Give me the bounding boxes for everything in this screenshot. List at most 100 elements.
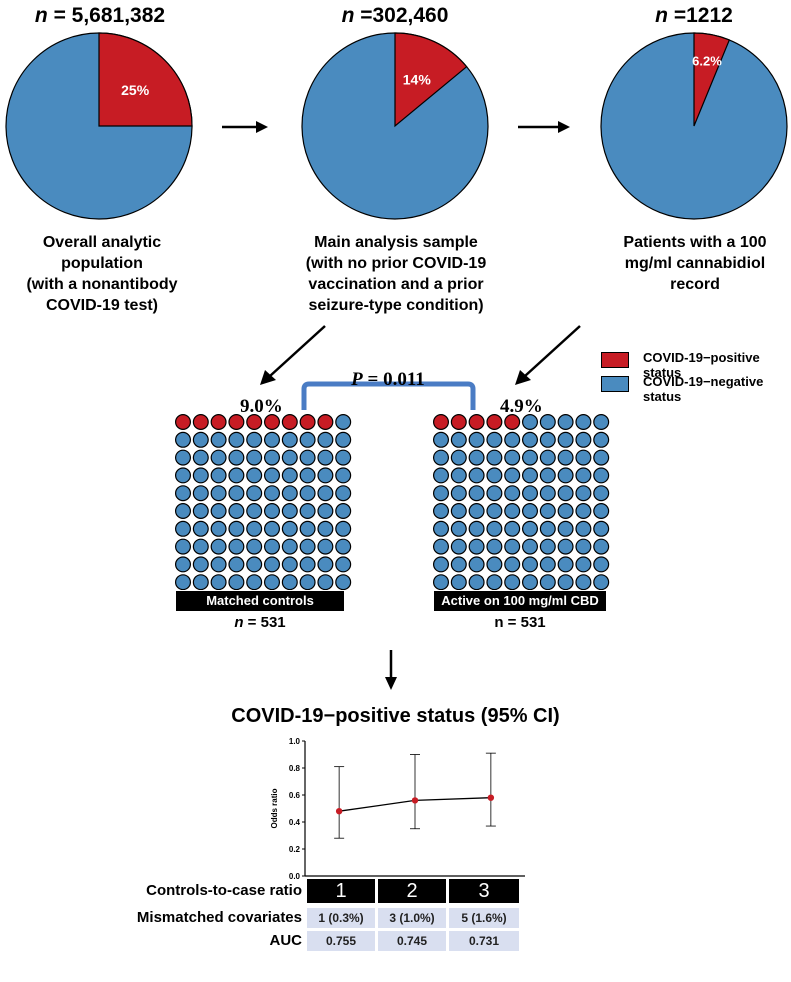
dot-negative (521, 485, 538, 502)
ratio-row-label: Controls-to-case ratio (146, 882, 302, 899)
dot-negative (521, 520, 538, 537)
pie-pct-label: 14% (403, 72, 432, 88)
dot-negative (317, 556, 334, 573)
dot-negative (557, 538, 574, 555)
dot-positive (175, 413, 192, 431)
dot-negative (175, 449, 192, 466)
dot-negative (575, 574, 592, 590)
dot-negative (539, 449, 556, 466)
pie-1-n-title: n = 5,681,382 (34, 4, 166, 27)
dot-negative (299, 467, 316, 484)
legend-swatch-negative (601, 376, 629, 392)
dot-negative (468, 449, 485, 466)
dot-negative (575, 556, 592, 573)
pie-3: 6.2% (600, 32, 788, 220)
dot-negative (246, 520, 263, 537)
dot-negative (317, 485, 334, 502)
dot-negative (281, 485, 298, 502)
dot-negative (468, 538, 485, 555)
pie-pct-label: 25% (121, 82, 150, 98)
dot-negative (264, 538, 281, 555)
arrow-right-1 (222, 121, 268, 133)
dot-negative (317, 467, 334, 484)
dot-negative (210, 574, 227, 590)
dot-negative (504, 431, 521, 448)
dot-negative (557, 413, 574, 431)
dot-negative (192, 574, 209, 590)
group-1-pct: 9.0% (240, 396, 283, 417)
dot-negative (575, 538, 592, 555)
dot-negative (450, 467, 467, 484)
dot-negative (335, 556, 352, 573)
dot-negative (192, 467, 209, 484)
dot-negative (299, 556, 316, 573)
dot-negative (175, 467, 192, 484)
dot-negative (504, 485, 521, 502)
dot-negative (317, 502, 334, 519)
dot-negative (281, 467, 298, 484)
dot-negative (486, 520, 503, 537)
dot-negative (450, 431, 467, 448)
dot-negative (468, 502, 485, 519)
dot-negative (593, 538, 610, 555)
pie-slice-positive (394, 32, 468, 128)
dot-positive (299, 413, 316, 431)
dot-negative (281, 556, 298, 573)
ratio-cell-2: 2 (378, 879, 446, 903)
dot-negative (521, 502, 538, 519)
dot-negative (539, 431, 556, 448)
dot-negative (210, 431, 227, 448)
dot-negative (175, 574, 191, 590)
dot-negative (192, 502, 209, 519)
dot-positive (281, 413, 298, 431)
dot-negative (521, 413, 538, 431)
y-axis-label: Odds ratio (270, 788, 279, 828)
dot-negative (522, 574, 538, 590)
auc-cell-2: 0.745 (378, 931, 446, 951)
dot-negative (246, 502, 263, 519)
dot-negative (335, 431, 352, 448)
group-2-pct: 4.9% (500, 396, 543, 417)
ratio-cell-1: 1 (307, 879, 375, 903)
dot-negative (228, 431, 245, 448)
dot-positive (246, 413, 263, 431)
dot-negative (539, 574, 556, 590)
auc-row-label: AUC (269, 932, 303, 949)
dot-negative (557, 574, 574, 590)
dot-negative (539, 556, 556, 573)
dot-negative (299, 502, 316, 519)
dot-negative (486, 485, 503, 502)
dot-negative (575, 449, 592, 466)
dot-negative (575, 485, 592, 502)
dot-negative (433, 574, 449, 590)
dot-negative (468, 520, 485, 537)
dot-negative (175, 485, 192, 502)
dot-negative (228, 574, 245, 590)
dot-negative (299, 449, 316, 466)
dot-negative (593, 485, 610, 502)
dot-negative (192, 538, 209, 555)
dot-negative (486, 431, 503, 448)
dot-negative (228, 520, 245, 537)
arrow-down-left (260, 325, 326, 385)
dot-negative (504, 556, 521, 573)
pie-2-n-title: n =302,460 (341, 4, 449, 27)
dot-negative (450, 502, 467, 519)
pie-2-caption: Main analysis sample (with no prior COVID… (305, 234, 487, 314)
mismatch-cell-2: 3 (1.0%) (378, 908, 446, 928)
dot-negative (557, 449, 574, 466)
dot-negative (246, 467, 263, 484)
dot-negative (281, 449, 298, 466)
dot-negative (264, 485, 281, 502)
dot-negative (317, 449, 334, 466)
dot-negative (504, 538, 521, 555)
dot-negative (299, 485, 316, 502)
dot-negative (504, 520, 521, 537)
dot-negative (264, 449, 281, 466)
dot-negative (593, 520, 610, 537)
dot-positive (192, 413, 209, 431)
dot-negative (575, 413, 592, 431)
p-value: P = 0.011 (351, 369, 425, 390)
dot-negative (557, 485, 574, 502)
